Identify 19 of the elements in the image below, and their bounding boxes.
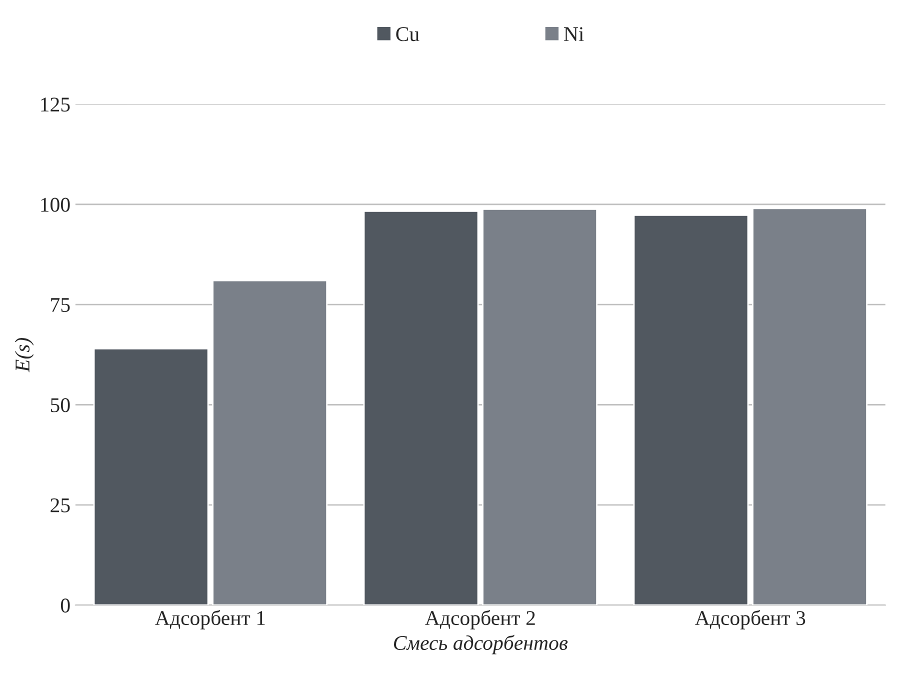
- bar: [363, 210, 479, 606]
- x-tick-label: Адсорбент 3: [695, 610, 806, 630]
- bar: [633, 214, 749, 606]
- bar: [212, 280, 328, 606]
- y-tick-label: 25: [50, 498, 70, 512]
- y-axis-title: E(s): [14, 338, 34, 372]
- bar: [93, 348, 209, 606]
- y-tick-label: 100: [41, 198, 70, 212]
- legend-label: Ni: [564, 27, 584, 41]
- y-tick-label: 0: [60, 598, 70, 613]
- x-tick-label: Адсорбент 2: [425, 610, 535, 630]
- x-tick-label: Адсорбент 1: [155, 610, 265, 630]
- legend-label: Cu: [396, 27, 420, 42]
- y-tick-label: 75: [51, 298, 70, 312]
- y-tick-label: 125: [41, 98, 70, 112]
- x-axis-title: Смесь адсорбентов: [394, 634, 568, 654]
- bar: [752, 208, 868, 606]
- bar: [482, 208, 598, 606]
- y-tick-label: 50: [50, 398, 70, 412]
